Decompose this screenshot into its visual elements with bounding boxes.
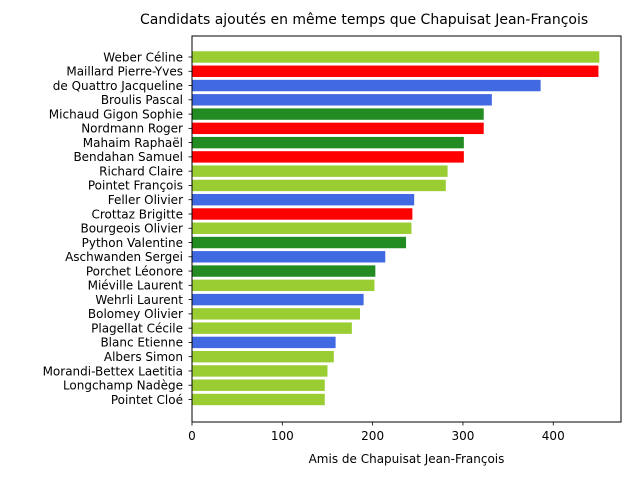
- bar: [192, 94, 492, 106]
- chart-title: Candidats ajoutés en même temps que Chap…: [140, 12, 588, 28]
- bar: [192, 236, 407, 249]
- bar: [192, 136, 464, 149]
- bar: [192, 336, 336, 349]
- y-tick-label: Aschwanden Sergei: [65, 250, 183, 264]
- bar: [192, 208, 413, 220]
- x-tick-label: 400: [542, 429, 565, 443]
- x-tick-label: 200: [361, 429, 384, 443]
- y-tick-label: Porchet Léonore: [86, 264, 183, 278]
- bar: [192, 79, 541, 92]
- y-tick-label: Python Valentine: [82, 236, 183, 250]
- bar: [192, 308, 360, 320]
- y-tick-label: Pointet Cloé: [111, 393, 183, 407]
- y-tick-label: Longchamp Nadège: [63, 379, 183, 393]
- y-tick-label: Bendahan Samuel: [73, 150, 183, 164]
- x-tick-label: 100: [271, 429, 294, 443]
- bar: [192, 322, 352, 334]
- bars-layer: [192, 51, 600, 406]
- bar: [192, 165, 448, 177]
- bar: [192, 379, 325, 391]
- y-tick-label: Wehrli Laurent: [95, 293, 183, 307]
- plot-frame: [191, 35, 622, 423]
- y-tick-label: Blanc Etienne: [100, 336, 183, 350]
- bar: [192, 194, 415, 206]
- bar: [192, 393, 325, 406]
- bar: [192, 293, 364, 306]
- bar: [192, 365, 328, 377]
- x-ticks: 0 100 200 300 400: [188, 422, 565, 443]
- bar: [192, 179, 446, 192]
- y-tick-label: Miéville Laurent: [88, 279, 184, 293]
- y-tick-label: Crottaz Brigitte: [91, 207, 183, 221]
- y-tick-label: Bourgeois Olivier: [80, 222, 183, 236]
- bar: [192, 222, 412, 234]
- bar: [192, 350, 334, 363]
- y-tick-label: Plagellat Cécile: [91, 321, 183, 335]
- x-tick-label: 300: [451, 429, 474, 443]
- x-tick-label: 0: [188, 429, 196, 443]
- y-tick-label: Albers Simon: [104, 350, 183, 364]
- y-tick-label: Bolomey Olivier: [88, 307, 183, 321]
- bar: [192, 108, 484, 120]
- y-tick-label: de Quattro Jacqueline: [53, 79, 183, 93]
- y-tick-label: Nordmann Roger: [81, 122, 183, 136]
- bar: [192, 265, 376, 277]
- bar: [192, 122, 484, 135]
- bar: [192, 51, 600, 63]
- y-tick-label: Broulis Pascal: [101, 93, 183, 107]
- bar: [192, 151, 464, 163]
- y-tick-label: Feller Olivier: [108, 193, 183, 207]
- y-tick-label: Weber Céline: [103, 50, 183, 64]
- y-tick-label: Michaud Gigon Sophie: [49, 107, 183, 121]
- y-tick-label: Morandi-Bettex Laetitia: [43, 364, 183, 378]
- y-tick-label: Pointet François: [88, 179, 183, 193]
- bar: [192, 279, 375, 292]
- y-tick-label: Richard Claire: [99, 164, 183, 178]
- bar: [192, 65, 599, 77]
- x-axis-label: Amis de Chapuisat Jean-François: [309, 452, 505, 466]
- y-tick-label: Maillard Pierre-Yves: [66, 65, 183, 79]
- y-tick-label: Mahaim Raphaël: [83, 136, 183, 150]
- bar: [192, 251, 386, 263]
